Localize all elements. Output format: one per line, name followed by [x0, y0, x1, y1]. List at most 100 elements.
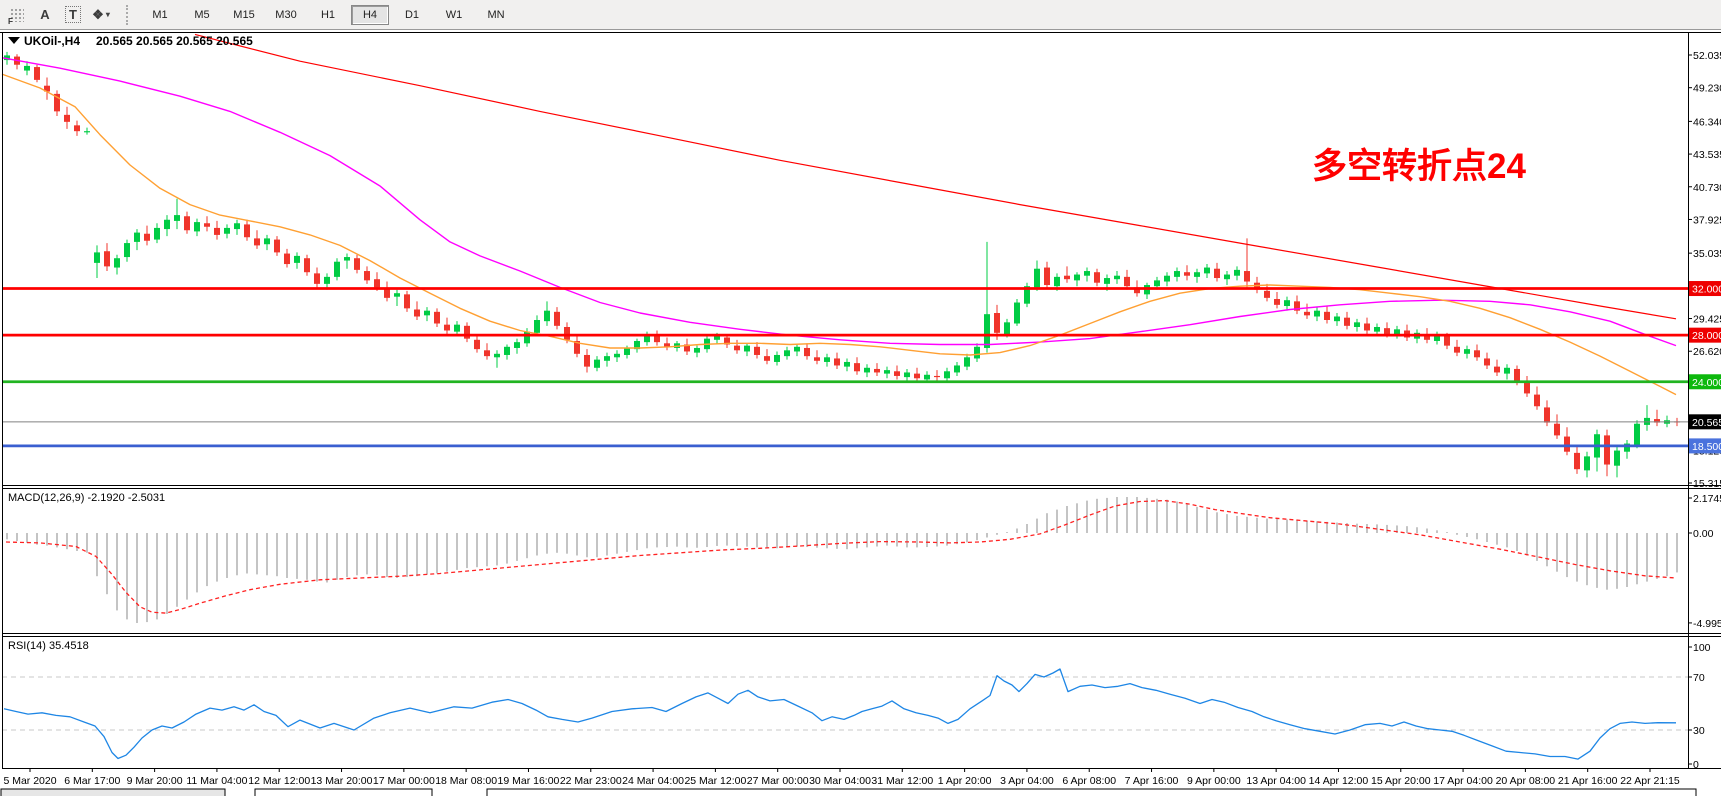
candle-body — [1654, 419, 1660, 423]
candle-body — [864, 367, 870, 373]
candle-body — [174, 215, 180, 221]
candle-body — [1294, 301, 1300, 311]
price-scale-label: 37.925 — [1693, 214, 1721, 226]
candle-body — [514, 342, 520, 348]
candle-body — [334, 261, 340, 277]
candle-body — [224, 227, 230, 234]
toolbar-separator — [126, 4, 133, 25]
ma-orange-line — [1, 73, 1677, 396]
candle-body — [1134, 287, 1140, 294]
time-axis[interactable] — [2, 768, 1721, 788]
candle-body — [4, 55, 10, 61]
timeframe-button-m15[interactable]: M15 — [233, 8, 255, 21]
candle-body — [874, 368, 880, 373]
candle-body — [424, 310, 430, 316]
candle-body — [64, 114, 70, 122]
candle-body — [694, 347, 700, 353]
chevron-down-icon: ▾ — [105, 10, 110, 19]
annotation-text[interactable]: 多空转折点24 — [1312, 147, 1526, 186]
timeframe-button-m30[interactable]: M30 — [275, 8, 297, 21]
chart-canvas[interactable]: 52.035 49.230 46.340 43.535 40.730 37.925 35.0… — [0, 30, 1721, 796]
candle-body — [904, 372, 910, 378]
price-scale-label: 46.340 — [1693, 116, 1721, 128]
candle-body — [1474, 350, 1480, 358]
chart-tab[interactable] — [486, 788, 1697, 796]
timeframe-button-mn[interactable]: MN — [487, 8, 505, 21]
candle-body — [1054, 276, 1060, 287]
text-box-icon[interactable]: T — [60, 4, 86, 26]
price-scale[interactable] — [1688, 33, 1721, 768]
candle-body — [164, 219, 170, 230]
macd-plot-area[interactable] — [2, 489, 1688, 633]
candle-body — [274, 239, 280, 253]
candle-body — [574, 340, 580, 354]
candle-body — [1514, 368, 1520, 382]
time-axis-label: 30 Mar 04:00 — [809, 775, 871, 787]
candle-body — [104, 251, 110, 267]
time-axis-label: 7 Apr 16:00 — [1125, 775, 1179, 787]
candle-body — [34, 67, 40, 80]
time-axis-label: 13 Mar 20:00 — [311, 775, 373, 787]
candle-body — [1264, 290, 1270, 298]
candle-body — [924, 374, 930, 380]
candle-body — [524, 331, 530, 344]
candle-body — [1024, 286, 1030, 304]
time-axis-label: 21 Apr 16:00 — [1558, 775, 1618, 787]
price-scale-label: 15.315 — [1693, 478, 1721, 490]
drawing-tools-icon[interactable]: ❖ ▾ — [92, 6, 110, 22]
time-axis-label: 18 Mar 08:00 — [435, 775, 497, 787]
candle-body — [964, 357, 970, 367]
candle-body — [1384, 328, 1390, 334]
candle-body — [264, 238, 270, 245]
rsi-line — [3, 668, 1677, 760]
candle-body — [1114, 275, 1120, 280]
candle-body — [434, 311, 440, 324]
timeframe-button-m1[interactable]: M1 — [152, 8, 168, 21]
candle-body — [474, 339, 480, 350]
candle-body — [464, 325, 470, 339]
chart-tab[interactable] — [0, 788, 226, 796]
dotted-grid-icon[interactable]: F — [4, 4, 30, 26]
ma-red-line — [194, 33, 1677, 320]
text-label-icon[interactable]: A — [40, 7, 50, 22]
time-axis-label: 19 Mar 16:00 — [498, 775, 560, 787]
time-axis-label: 6 Apr 08:00 — [1062, 775, 1116, 787]
candle-body — [1234, 269, 1240, 276]
candle-body — [114, 258, 120, 268]
time-axis-label: 31 Mar 12:00 — [871, 775, 933, 787]
candle-body — [444, 324, 450, 331]
symbol-dropdown-icon[interactable] — [8, 37, 20, 44]
timeframe-button-h1[interactable]: H1 — [320, 8, 336, 21]
price-badge — [1689, 327, 1721, 343]
toolbar: F A T ❖ ▾ M1 M5 M15 M30 H1 H4 D1 W1 MN — [0, 0, 1721, 30]
candle-body — [544, 310, 550, 322]
macd-scale-label: 0.00 — [1693, 528, 1714, 540]
rsi-plot-area[interactable] — [2, 637, 1688, 768]
candle-body — [684, 344, 690, 352]
candle-body — [124, 243, 130, 258]
candle-body — [314, 273, 320, 284]
timeframe-button-w1[interactable]: W1 — [445, 8, 463, 21]
main-plot-area[interactable] — [2, 33, 1688, 485]
candle-body — [1464, 349, 1470, 354]
candle-body — [1534, 394, 1540, 407]
timeframe-button-m5[interactable]: M5 — [194, 8, 210, 21]
candle-body — [1014, 302, 1020, 324]
candle-body — [1364, 323, 1370, 331]
candle-body — [794, 346, 800, 352]
candle-body — [1174, 271, 1180, 277]
price-scale-label: 35.035 — [1693, 248, 1721, 260]
candle-body — [1394, 329, 1400, 336]
candle-body — [284, 253, 290, 265]
timeframe-button-d1[interactable]: D1 — [404, 8, 420, 21]
price-badge-label: 32.000 — [1692, 284, 1721, 296]
candle-body — [764, 356, 770, 361]
candle-body — [894, 371, 900, 376]
candle-body — [1074, 274, 1080, 281]
chart-tab[interactable] — [254, 788, 433, 796]
candle-body — [1204, 267, 1210, 274]
candle-body — [1044, 267, 1050, 286]
candle-body — [554, 311, 560, 326]
candle-body — [564, 326, 570, 340]
timeframe-button-h4[interactable]: H4 — [351, 4, 389, 25]
